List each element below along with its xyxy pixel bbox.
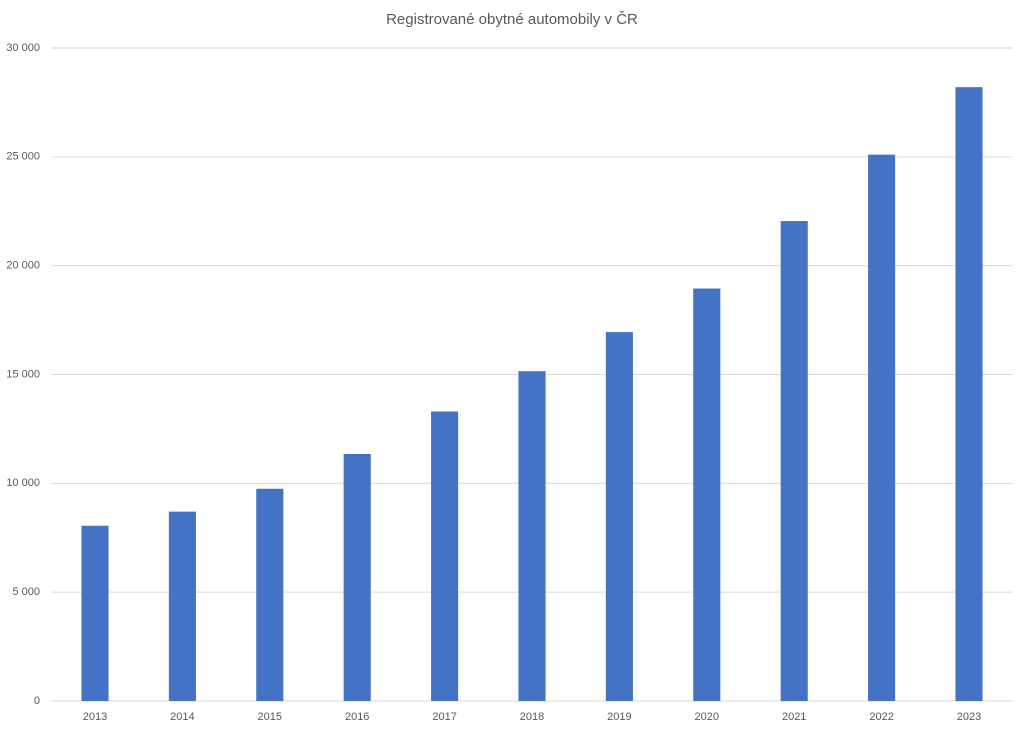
bar (868, 154, 896, 701)
bar (81, 525, 109, 701)
x-tick-label: 2013 (83, 711, 107, 723)
y-tick-label: 20 000 (6, 260, 40, 272)
x-tick-label: 2022 (869, 711, 893, 723)
chart-title: Registrované obytné automobily v ČR (386, 11, 638, 28)
bar (431, 411, 459, 701)
y-tick-label: 10 000 (6, 477, 40, 489)
bar (693, 288, 721, 701)
x-tick-label: 2014 (170, 711, 194, 723)
x-tick-label: 2018 (520, 711, 544, 723)
y-tick-label: 5 000 (12, 586, 40, 598)
bar (955, 87, 983, 702)
bar (256, 488, 284, 701)
x-tick-label: 2015 (258, 711, 282, 723)
bar (605, 332, 633, 701)
bar (168, 511, 196, 701)
y-tick-label: 30 000 (6, 42, 40, 54)
x-tick-label: 2023 (957, 711, 981, 723)
y-tick-label: 25 000 (6, 151, 40, 163)
x-tick-label: 2021 (782, 711, 806, 723)
x-tick-label: 2017 (432, 711, 456, 723)
y-tick-label: 15 000 (6, 368, 40, 380)
x-tick-label: 2016 (345, 711, 369, 723)
x-tick-label: 2019 (607, 711, 631, 723)
bar (780, 221, 808, 702)
y-tick-label: 0 (34, 695, 40, 707)
bar (518, 371, 546, 701)
x-tick-label: 2020 (695, 711, 719, 723)
bar (343, 453, 371, 701)
